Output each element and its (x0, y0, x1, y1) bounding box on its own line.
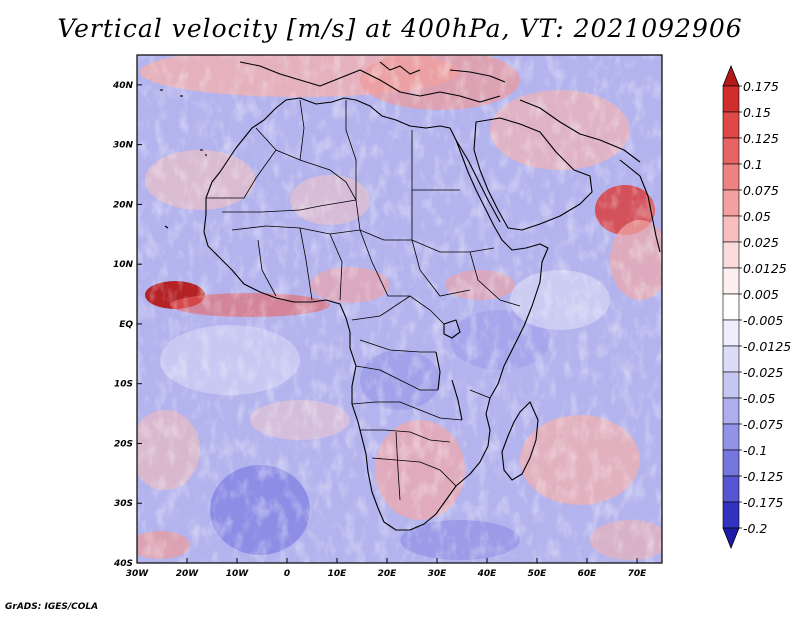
x-tick-label: 10W (226, 569, 250, 579)
colorbar-label: 0.05 (743, 209, 771, 224)
colorbar-swatch (722, 501, 740, 529)
colorbar-label: -0.2 (743, 521, 767, 536)
y-tick-label: 40S (113, 559, 133, 569)
colorbar-label: 0.15 (743, 105, 771, 120)
y-tick-label: 20N (113, 200, 134, 210)
map-frame (136, 54, 663, 564)
colorbar-swatch (722, 163, 740, 191)
colorbar-label: -0.1 (743, 443, 767, 458)
x-tick-label: 50E (528, 569, 548, 579)
y-tick-label: EQ (119, 320, 133, 330)
colorbar-swatch (722, 137, 740, 165)
colorbar-label: -0.005 (743, 313, 783, 328)
colorbar-label: -0.175 (743, 495, 783, 510)
colorbar-swatch (722, 111, 740, 139)
colorbar-label: 0.025 (743, 235, 779, 250)
chart-title: Vertical velocity [m/s] at 400hPa, VT: 2… (57, 14, 743, 43)
africa-coastline (160, 61, 661, 531)
vertical-velocity-field (137, 55, 662, 563)
x-tick-label: 20W (176, 569, 200, 579)
colorbar-swatch (722, 267, 740, 295)
colorbar-label: -0.125 (743, 469, 783, 484)
colorbar-swatch (722, 293, 740, 321)
x-tick-label: 20E (378, 569, 398, 579)
y-tick-label: 10S (114, 380, 133, 390)
colorbar-swatch (722, 345, 740, 373)
colorbar-swatch (722, 241, 740, 269)
colorbar-swatch (722, 85, 740, 113)
grads-credit: GrADS: IGES/COLA (5, 602, 99, 612)
colorbar-swatch (722, 423, 740, 451)
colorbar-swatch (722, 397, 740, 425)
colorbar-swatch (722, 475, 740, 503)
colorbar: 0.175 0.15 0.125 0.1 0.075 0.05 0.025 0.0125 0.0… (722, 64, 791, 550)
longitude-axis: 30W 20W 10W 0 10E 20E 30E 40E 50E 60E 70E (126, 558, 647, 579)
colorbar-swatch (722, 189, 740, 217)
colorbar-min-arrow (722, 527, 740, 550)
colorbar-label: 0.075 (743, 183, 779, 198)
colorbar-label: -0.025 (743, 365, 783, 380)
colorbar-label: -0.0125 (743, 339, 791, 354)
x-tick-label: 0 (284, 569, 290, 579)
y-tick-label: 40N (112, 81, 134, 91)
x-tick-label: 10E (328, 569, 348, 579)
x-tick-label: 60E (578, 569, 598, 579)
x-tick-label: 30W (126, 569, 150, 579)
colorbar-label: 0.1 (743, 157, 763, 172)
colorbar-swatch (722, 319, 740, 347)
colorbar-label: -0.05 (743, 391, 775, 406)
latitude-axis: 40N 30N 20N 10N EQ 10S 20S 30S 40S (112, 81, 142, 569)
y-tick-label: 10N (113, 260, 134, 270)
y-tick-label: 30N (113, 141, 134, 151)
colorbar-label: 0.005 (743, 287, 779, 302)
y-tick-label: 20S (114, 439, 133, 449)
y-tick-label: 30S (114, 499, 133, 509)
country-borders (206, 99, 521, 501)
colorbar-swatch (722, 449, 740, 477)
colorbar-swatch (722, 371, 740, 399)
colorbar-max-arrow (722, 64, 740, 87)
x-tick-label: 30E (428, 569, 448, 579)
colorbar-label: 0.125 (743, 131, 779, 146)
colorbar-label: -0.075 (743, 417, 783, 432)
colorbar-label: 0.175 (743, 79, 779, 94)
x-tick-label: 40E (477, 569, 498, 579)
x-tick-label: 70E (628, 569, 648, 579)
colorbar-label: 0.0125 (743, 261, 787, 276)
colorbar-swatch (722, 215, 740, 243)
